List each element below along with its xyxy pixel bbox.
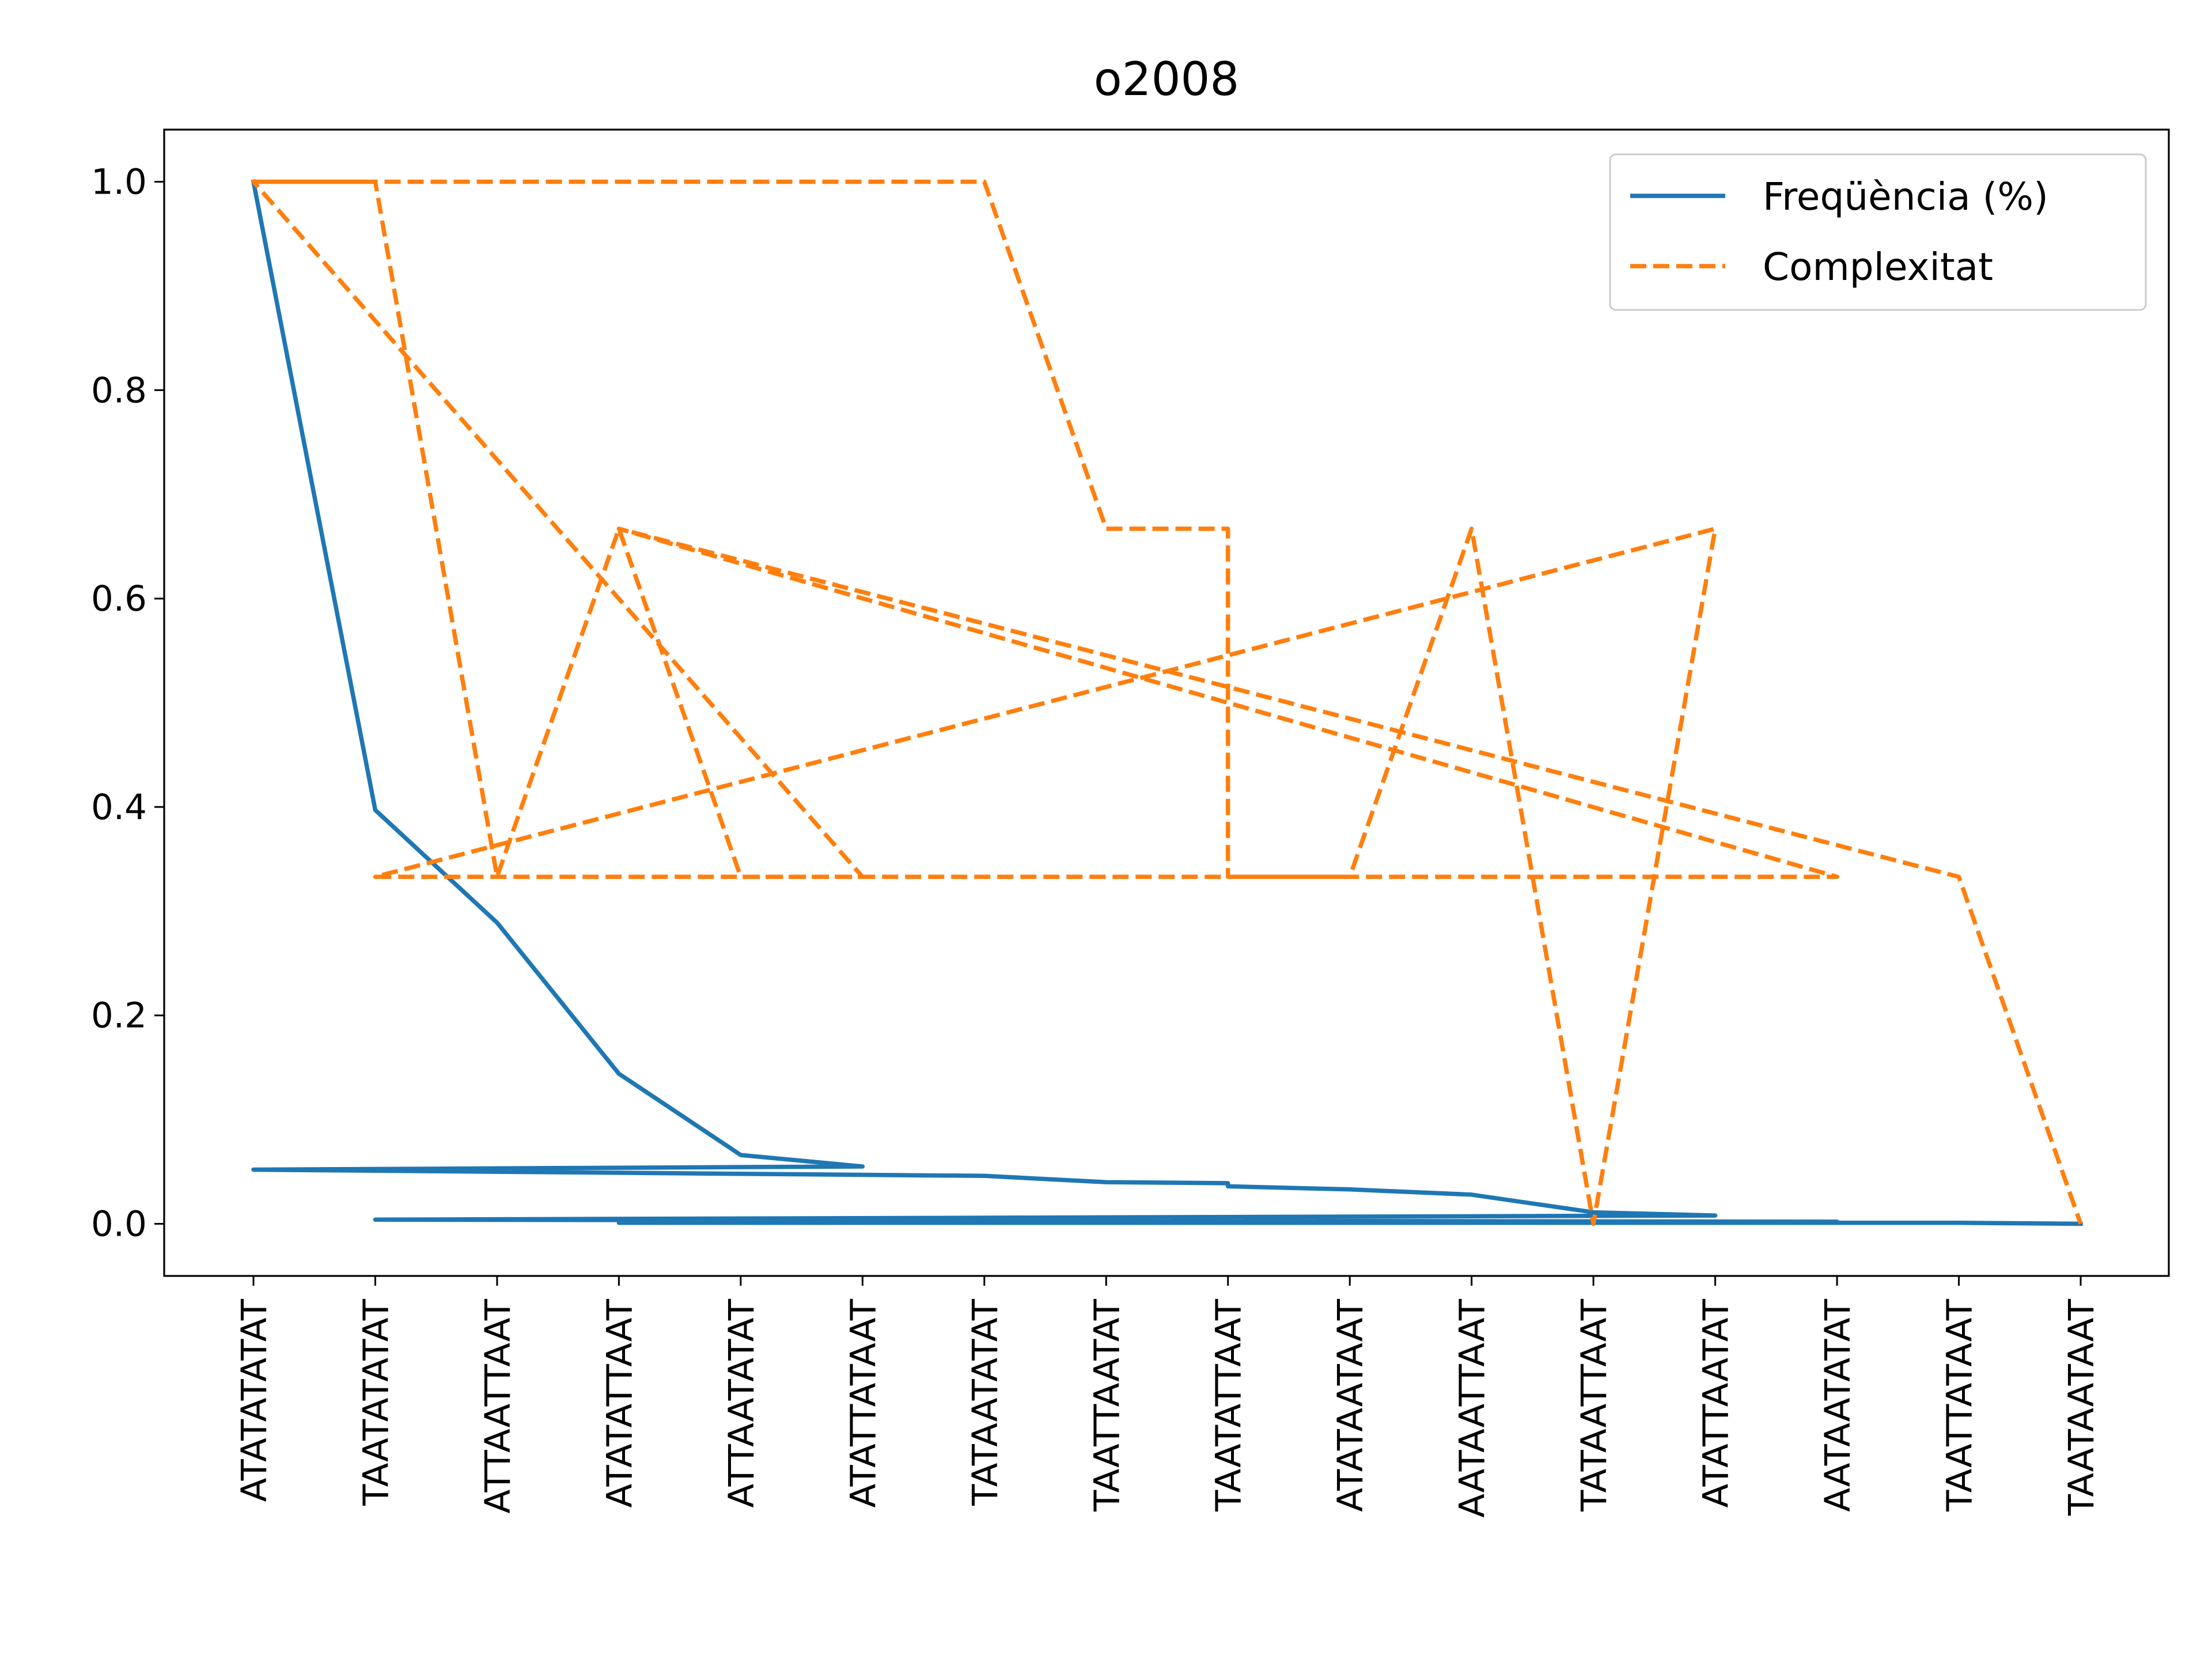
plot-area: [251, 179, 2083, 1226]
series-line-1: [251, 179, 2083, 1226]
y-tick-label: 0.4: [91, 787, 147, 828]
x-tick-label: TAATTAATAT: [1086, 1298, 1127, 1512]
x-tick-label: ATTAATTAAT: [478, 1298, 518, 1513]
x-tick-label: ATATATTAAT: [599, 1298, 640, 1508]
x-tick-label: ATATTAATAT: [1696, 1298, 1737, 1508]
x-tick-label: TATAATTAAT: [1574, 1298, 1615, 1512]
legend-box: [1609, 153, 2147, 311]
x-tick-label: TAATAATAAT: [2061, 1298, 2102, 1516]
y-tick-label: 0.8: [91, 370, 147, 411]
legend: Freqüència (%) Complexitat: [1609, 153, 2147, 311]
x-tick-label: TATAATATAT: [965, 1298, 1006, 1506]
chart-title: o2008: [1094, 52, 1240, 106]
x-tick-label: AATAATATAT: [1817, 1298, 1858, 1512]
x-axis: ATATATATAT TAATATATAT ATTAATTAAT ATATATTAAT…: [234, 1276, 2102, 1518]
x-tick-label: TAATATATAT: [355, 1298, 396, 1506]
y-axis: 0.0 0.2 0.4 0.6 0.8 1.0: [91, 161, 164, 1245]
x-tick-label: TAATTATAAT: [1940, 1298, 1980, 1512]
plot-frame: [163, 128, 2170, 1277]
legend-label-0: Freqüència (%): [1763, 175, 2048, 219]
x-tick-label: ATTAATATAT: [721, 1298, 762, 1508]
x-tick-label: ATATAATAAT: [1330, 1298, 1371, 1512]
y-tick-label: 0.2: [91, 995, 147, 1036]
y-tick-label: 1.0: [91, 161, 147, 202]
y-tick-label: 0.6: [91, 578, 147, 619]
x-tick-label: ATATTATAAT: [843, 1298, 884, 1508]
legend-label-1: Complexitat: [1763, 245, 1993, 289]
x-tick-label: AATAATTAAT: [1452, 1298, 1493, 1517]
y-tick-label: 0.0: [91, 1204, 147, 1245]
x-tick-label: ATATATATAT: [234, 1298, 275, 1502]
x-tick-label: TAATATTAAT: [1209, 1298, 1249, 1512]
